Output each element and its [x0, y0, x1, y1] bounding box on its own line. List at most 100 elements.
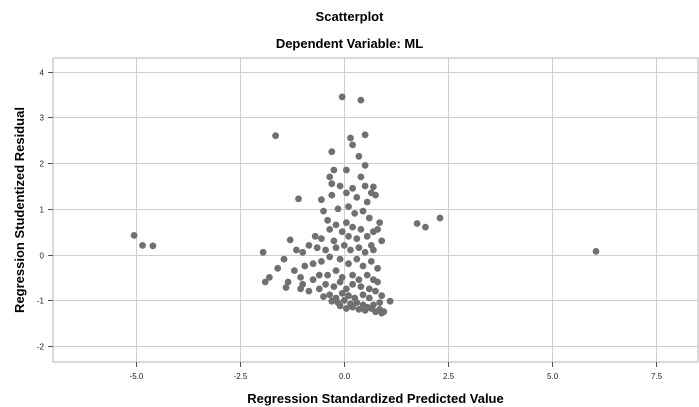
- data-point: [361, 131, 369, 139]
- data-point: [336, 278, 344, 286]
- data-point: [299, 248, 307, 256]
- x-tick-label: 2.5: [443, 372, 455, 381]
- data-point: [353, 235, 361, 243]
- data-point: [326, 291, 334, 299]
- data-point: [345, 232, 352, 240]
- x-tick-label: -2.5: [234, 372, 248, 381]
- data-point: [376, 219, 384, 227]
- y-tick-label: 0: [40, 252, 45, 261]
- y-tick-label: 3: [40, 114, 45, 123]
- data-point: [378, 237, 386, 245]
- data-point: [343, 189, 350, 197]
- data-point: [345, 260, 352, 268]
- x-tick-label: -5.0: [130, 372, 144, 381]
- data-point: [315, 285, 323, 293]
- data-point: [338, 93, 346, 101]
- data-point: [361, 306, 369, 314]
- data-point: [332, 221, 340, 229]
- y-axis-label: Regression Studentized Residual: [12, 107, 27, 313]
- data-point: [359, 207, 367, 215]
- data-point: [130, 232, 138, 239]
- data-point: [340, 242, 348, 249]
- data-point: [365, 214, 373, 222]
- data-point: [305, 242, 313, 249]
- chart-title: Scatterplot: [315, 9, 384, 24]
- data-point: [318, 235, 325, 243]
- data-point: [330, 166, 338, 174]
- data-point: [347, 246, 354, 254]
- data-point: [359, 262, 367, 270]
- data-point: [330, 283, 338, 290]
- grid: [53, 58, 698, 362]
- data-point: [349, 184, 356, 192]
- data-point: [284, 278, 292, 286]
- data-point: [149, 242, 157, 250]
- x-axis-label: Regression Standardized Predicted Value: [247, 391, 503, 406]
- data-point: [139, 242, 146, 249]
- data-point: [378, 309, 386, 317]
- data-point: [349, 280, 356, 288]
- data-point: [313, 244, 321, 252]
- data-point: [332, 267, 340, 274]
- data-point: [318, 196, 325, 204]
- data-point: [338, 228, 346, 236]
- data-point: [336, 302, 344, 310]
- data-point: [386, 297, 394, 305]
- data-point: [357, 173, 365, 181]
- data-point: [359, 291, 367, 299]
- data-point: [326, 226, 334, 233]
- data-points: [130, 93, 600, 317]
- x-tick-label: 0.0: [339, 372, 351, 381]
- data-point: [355, 152, 363, 160]
- data-point: [353, 255, 361, 263]
- data-point: [365, 294, 373, 302]
- data-point: [363, 271, 371, 279]
- data-point: [338, 290, 346, 297]
- data-point: [361, 162, 369, 169]
- data-point: [592, 248, 600, 255]
- data-point: [355, 276, 363, 284]
- data-point: [376, 299, 384, 306]
- data-point: [274, 264, 282, 272]
- data-point: [259, 248, 267, 256]
- data-point: [355, 306, 363, 313]
- data-point: [322, 280, 329, 288]
- data-point: [336, 182, 344, 190]
- data-point: [361, 248, 369, 256]
- data-point: [315, 271, 323, 279]
- data-point: [353, 299, 361, 306]
- data-point: [370, 246, 377, 254]
- data-point: [343, 166, 350, 174]
- data-point: [363, 232, 371, 240]
- data-point: [349, 223, 356, 231]
- data-point: [349, 271, 356, 279]
- data-point: [370, 183, 377, 191]
- data-point: [367, 258, 375, 265]
- data-point: [305, 287, 313, 295]
- data-point: [272, 132, 279, 140]
- data-point: [336, 255, 344, 263]
- data-point: [372, 287, 379, 295]
- data-point: [301, 262, 309, 270]
- data-point: [355, 244, 363, 252]
- data-point: [293, 246, 300, 254]
- data-point: [365, 285, 373, 293]
- data-point: [291, 267, 298, 274]
- y-axis-ticks: -2 -1 0 1 2 3 4: [37, 69, 53, 352]
- data-point: [328, 191, 336, 199]
- data-point: [343, 285, 350, 293]
- data-point: [340, 296, 348, 304]
- y-tick-label: 4: [40, 69, 45, 78]
- data-point: [326, 173, 334, 181]
- x-axis-ticks: -5.0 -2.5 0.0 2.5 5.0 7.5: [130, 362, 663, 381]
- data-point: [322, 246, 329, 254]
- data-point: [328, 180, 336, 188]
- data-point: [378, 292, 386, 300]
- data-point: [349, 303, 356, 311]
- data-point: [324, 216, 331, 224]
- data-point: [357, 96, 365, 104]
- data-point: [347, 134, 354, 142]
- y-tick-label: 1: [40, 206, 45, 215]
- data-point: [343, 305, 350, 312]
- data-point: [361, 182, 369, 190]
